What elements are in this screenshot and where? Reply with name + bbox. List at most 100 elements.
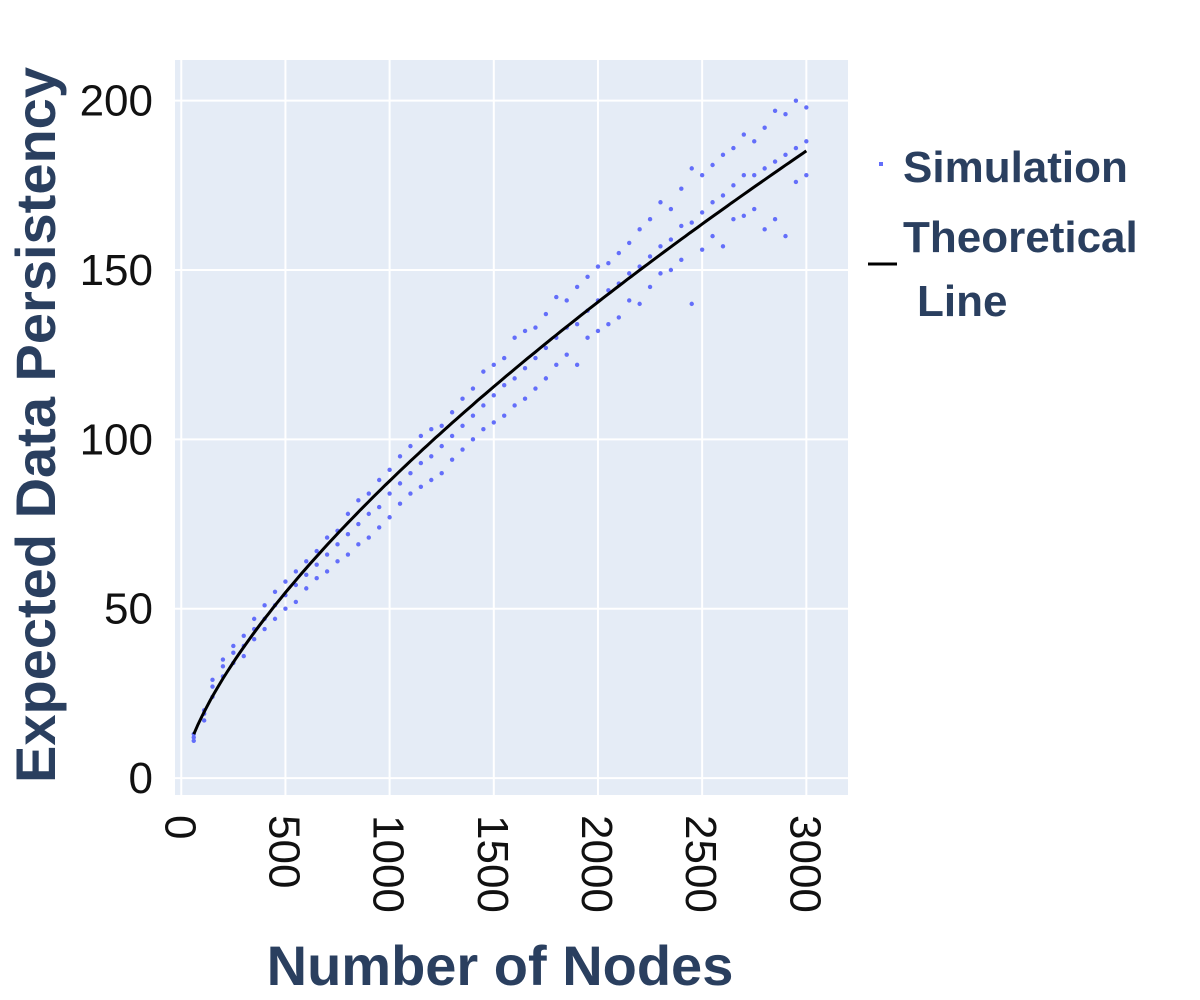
scatter-point <box>397 454 403 459</box>
x-axis-title: Number of Nodes <box>267 934 734 997</box>
scatter-point <box>699 210 705 215</box>
scatter-point <box>314 576 319 581</box>
scatter-point <box>335 542 340 547</box>
scatter-point <box>449 457 455 462</box>
scatter-point <box>658 200 663 205</box>
scatter-point <box>585 274 590 279</box>
y-tick-label: 100 <box>80 415 153 464</box>
legend-label-theoretical-line-2: Line <box>917 277 1007 326</box>
scatter-point <box>752 172 757 178</box>
scatter-point <box>793 98 799 103</box>
scatter-point <box>543 376 549 381</box>
scatter-point <box>741 172 747 178</box>
scatter-point <box>554 362 559 368</box>
scatter-point <box>533 355 538 361</box>
scatter-point <box>439 423 444 429</box>
scatter-point <box>439 443 444 449</box>
scatter-point <box>606 261 611 266</box>
scatter-point <box>262 626 267 632</box>
scatter-point <box>241 633 246 639</box>
scatter-point <box>408 443 413 449</box>
scatter-point <box>741 132 747 137</box>
scatter-point <box>731 183 736 188</box>
scatter-point <box>564 298 569 303</box>
scatter-point <box>804 139 809 144</box>
scatter-point <box>262 603 267 608</box>
scatter-point <box>752 139 757 144</box>
scatter-point <box>272 616 278 622</box>
scatter-point <box>627 298 632 303</box>
scatter-point <box>574 321 580 327</box>
x-tick-label: 1000 <box>364 815 413 913</box>
scatter-point <box>679 223 684 229</box>
scatter-point <box>429 477 434 483</box>
x-tick-label: 2500 <box>676 815 725 913</box>
scatter-point <box>512 403 517 408</box>
scatter-point <box>304 559 309 564</box>
scatter-point <box>418 460 424 466</box>
scatter-point <box>793 179 799 185</box>
legend-marker-simulation <box>879 162 883 166</box>
scatter-point <box>752 206 757 212</box>
scatter-point <box>502 413 507 418</box>
scatter-point <box>283 579 288 584</box>
scatter-point <box>304 586 309 591</box>
scatter-point <box>470 437 476 442</box>
legend: Simulation Theoretical Line <box>868 143 1138 326</box>
scatter-point <box>470 413 476 418</box>
scatter-point <box>491 362 496 368</box>
scatter-point <box>783 152 788 158</box>
scatter-point <box>397 481 403 486</box>
scatter-point <box>251 616 257 622</box>
scatter-point <box>283 606 288 611</box>
scatter-point <box>481 403 486 408</box>
scatter-point <box>439 471 444 476</box>
scatter-point <box>689 220 694 225</box>
scatter-point <box>418 433 424 439</box>
scatter-point <box>335 559 340 564</box>
x-tick-label: 500 <box>259 815 308 888</box>
scatter-point <box>720 193 726 198</box>
scatter-point <box>491 393 496 398</box>
scatter-point <box>533 325 538 330</box>
y-axis-title: Expected Data Persistency <box>4 67 67 783</box>
scatter-point <box>689 166 694 171</box>
scatter-point <box>658 271 663 276</box>
x-tick-label: 1500 <box>468 815 517 913</box>
scatter-point <box>762 227 767 232</box>
scatter-point <box>314 562 319 567</box>
scatter-point <box>647 254 653 259</box>
scatter-point <box>804 172 809 178</box>
scatter-point <box>606 321 611 327</box>
scatter-point <box>293 582 299 588</box>
theoretical-line <box>192 149 808 735</box>
scatter-point <box>637 227 642 232</box>
y-tick-label: 50 <box>104 585 153 634</box>
scatter-point <box>637 301 642 307</box>
scatter-point <box>201 718 207 723</box>
scatter-point <box>345 531 351 537</box>
scatter-point <box>658 244 663 249</box>
scatter-point <box>574 362 580 368</box>
scatter-point <box>720 152 726 158</box>
scatter-point <box>210 684 215 689</box>
scatter-point <box>387 515 392 520</box>
scatter-point <box>376 525 382 530</box>
scatter-point <box>574 284 580 290</box>
scatter-point <box>564 352 569 357</box>
scatter-point <box>543 345 549 351</box>
scatter-point <box>356 521 361 527</box>
scatter-point <box>783 233 788 239</box>
scatter-point <box>366 511 371 517</box>
y-tick-label: 0 <box>129 754 153 803</box>
scatter-point <box>595 328 601 334</box>
scatter-point <box>429 454 434 459</box>
scatter-point <box>220 657 226 662</box>
scatter-point <box>616 315 622 320</box>
scatter-point <box>595 264 601 269</box>
scatter-point <box>772 159 778 164</box>
scatter-point <box>668 237 674 242</box>
scatter-point <box>231 643 236 649</box>
scatter-point <box>668 267 674 273</box>
